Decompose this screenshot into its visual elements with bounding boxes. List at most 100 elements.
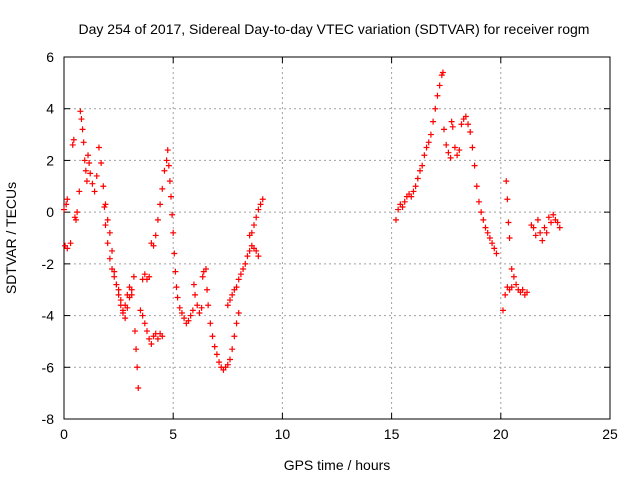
data-point [489, 240, 496, 247]
data-point [143, 328, 150, 335]
y-tick-label: 6 [46, 49, 54, 65]
data-point [408, 193, 415, 200]
data-point [475, 198, 482, 205]
data-point [237, 271, 244, 278]
data-point [74, 209, 81, 216]
data-point [198, 304, 205, 311]
data-point [493, 250, 500, 257]
data-point [473, 183, 480, 190]
data-point [451, 144, 458, 151]
data-point [410, 188, 417, 195]
data-points [61, 69, 563, 391]
data-point [235, 276, 242, 283]
data-point [141, 320, 148, 327]
data-point [128, 291, 135, 298]
y-tick-label: -4 [42, 308, 55, 324]
data-point [133, 346, 140, 353]
data-point [67, 240, 74, 247]
data-point [439, 69, 446, 76]
data-point [253, 247, 260, 254]
data-point [554, 219, 561, 226]
data-point [458, 121, 465, 128]
data-point [89, 180, 96, 187]
data-point [64, 245, 71, 252]
data-point [224, 361, 231, 368]
data-point [462, 113, 469, 120]
data-point [166, 178, 173, 185]
data-point [484, 229, 491, 236]
data-point [80, 139, 87, 146]
x-tick-label: 15 [384, 426, 400, 442]
data-point [543, 229, 550, 236]
data-point [117, 297, 124, 304]
data-point [251, 222, 258, 229]
data-point [202, 266, 209, 273]
data-point [165, 162, 172, 169]
data-point [139, 312, 146, 319]
data-point [95, 144, 102, 151]
data-point [64, 196, 71, 203]
data-point [229, 291, 236, 298]
y-tick-label: 4 [46, 101, 54, 117]
data-point [174, 294, 181, 301]
data-point [146, 335, 153, 342]
data-point [392, 216, 399, 223]
data-point [506, 235, 513, 241]
data-point [173, 284, 180, 291]
data-point [456, 147, 463, 154]
data-point [163, 157, 170, 164]
data-point [111, 268, 118, 275]
data-point [111, 273, 118, 280]
data-point [482, 224, 489, 231]
data-point [148, 341, 155, 348]
data-point [441, 126, 448, 133]
data-point [255, 206, 262, 213]
data-point [414, 175, 421, 182]
x-tick-label: 5 [169, 426, 177, 442]
data-point [106, 255, 113, 262]
data-point [137, 307, 144, 314]
data-point [244, 253, 251, 260]
data-point [534, 216, 541, 223]
data-point [93, 172, 100, 179]
data-point [231, 333, 238, 340]
data-point [419, 162, 426, 169]
data-point [524, 289, 531, 296]
data-point [102, 222, 109, 229]
data-point [87, 170, 94, 177]
data-point [83, 178, 90, 185]
data-point [399, 203, 406, 210]
data-point [190, 281, 197, 288]
data-point [427, 131, 434, 138]
data-point [154, 216, 161, 223]
data-point [449, 123, 456, 130]
data-point [161, 167, 168, 174]
data-point [248, 229, 255, 236]
ticks: 0 5 10 15 20 25 -8 -6 -4 -2 0 2 4 6 [42, 49, 618, 442]
data-point [548, 219, 555, 226]
x-tick-label: 25 [602, 426, 618, 442]
data-point [539, 237, 546, 244]
data-point [135, 384, 142, 391]
data-point [76, 188, 83, 195]
y-axis-label: SDTVAR / TECUs [3, 182, 19, 294]
data-point [181, 315, 188, 322]
data-point [122, 302, 129, 309]
data-point [401, 198, 408, 205]
data-point [207, 320, 214, 327]
data-point [229, 346, 236, 353]
data-point [255, 253, 262, 260]
data-point [430, 118, 437, 125]
data-point [226, 356, 233, 363]
data-point [447, 154, 454, 161]
data-point [91, 188, 98, 195]
data-point [257, 201, 264, 208]
data-point [176, 304, 183, 311]
data-point [73, 216, 80, 223]
y-tick-label: -6 [42, 359, 55, 375]
data-point [77, 108, 84, 115]
data-point [146, 273, 153, 280]
data-point [187, 312, 194, 319]
data-point [168, 193, 175, 200]
data-point [154, 335, 161, 342]
